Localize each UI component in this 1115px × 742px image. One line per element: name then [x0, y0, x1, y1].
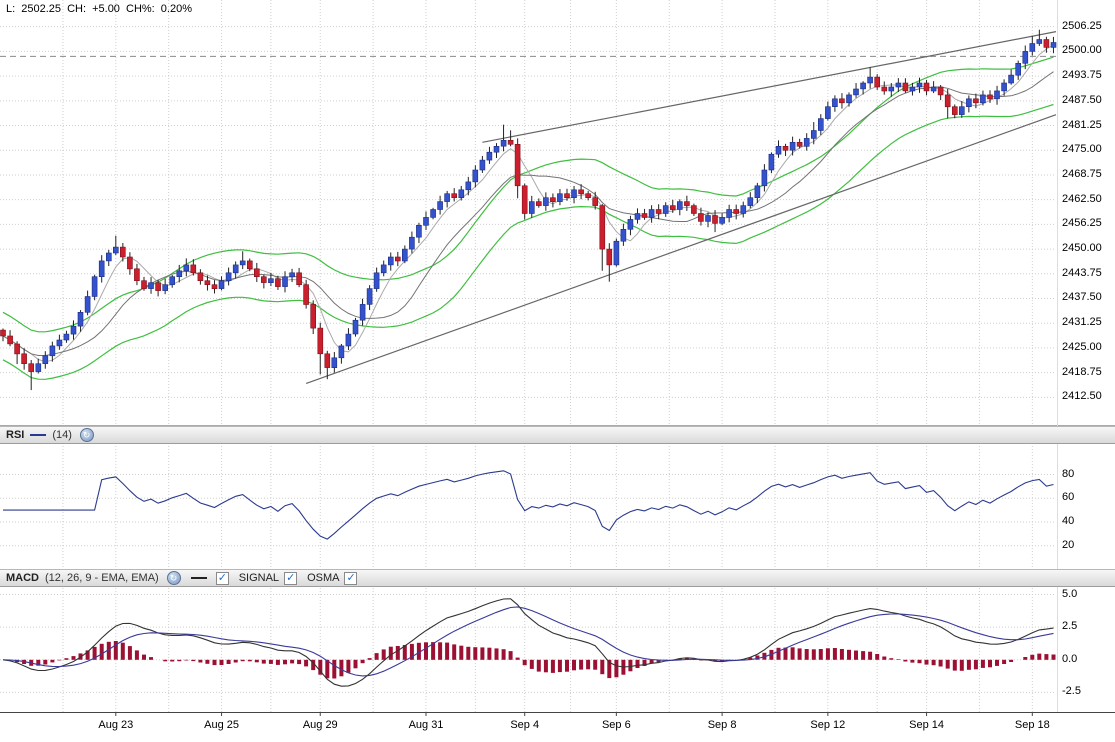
- time-axis-label: Sep 4: [510, 719, 540, 731]
- macd-settings-icon[interactable]: [166, 571, 181, 585]
- rsi-axis-label: 60: [1062, 491, 1075, 504]
- time-axis-label: Sep 6: [601, 719, 631, 731]
- macd-axis-label: -2.5: [1062, 685, 1081, 698]
- price-axis-label: 2468.75: [1062, 167, 1102, 180]
- rsi-axis-label: 20: [1062, 538, 1075, 551]
- time-axis-label: Sep 8: [707, 719, 737, 731]
- price-axis-label: 2431.25: [1062, 316, 1102, 329]
- price-axis-label: 2437.50: [1062, 291, 1102, 304]
- change-pct-label: CH%:: [126, 3, 155, 15]
- price-axis-label: 2425.00: [1062, 340, 1102, 353]
- change-label: CH:: [67, 3, 87, 15]
- signal-legend-label: SIGNAL: [238, 572, 280, 584]
- price-axis-label: 2412.50: [1062, 390, 1102, 403]
- change-pct-value: 0.20%: [160, 3, 192, 15]
- macd-axis-label: 5.0: [1062, 587, 1078, 600]
- rsi-params: (14): [52, 429, 72, 441]
- last-price-label: L:: [6, 3, 16, 15]
- macd-line-checkbox[interactable]: [215, 571, 229, 585]
- price-axis-label: 2450.00: [1062, 242, 1102, 255]
- price-axis-label: 2481.25: [1062, 118, 1102, 131]
- price-axis-label: 2506.25: [1062, 19, 1102, 32]
- osma-legend-label: OSMA: [307, 572, 340, 584]
- macd-params: (12, 26, 9 - EMA, EMA): [45, 572, 159, 584]
- price-axis-label: 2487.50: [1062, 93, 1102, 106]
- price-axis-label: 2443.75: [1062, 266, 1102, 279]
- price-axis-label: 2456.25: [1062, 217, 1102, 230]
- rsi-axis-label: 40: [1062, 514, 1075, 527]
- price-axis-label: 2500.00: [1062, 44, 1102, 57]
- price-axis-label: 2475.00: [1062, 143, 1102, 156]
- macd-axis-label: 0.0: [1062, 652, 1078, 665]
- time-axis-label: Sep 18: [1014, 719, 1050, 731]
- time-axis-label: Sep 12: [810, 719, 846, 731]
- time-axis-label: Aug 31: [408, 719, 444, 731]
- time-axis-label: Sep 14: [909, 719, 944, 731]
- price-axis-label: 2493.75: [1062, 69, 1102, 82]
- time-axis-label: Aug 29: [302, 719, 338, 731]
- signal-checkbox[interactable]: [284, 571, 298, 585]
- rsi-axis-label: 80: [1062, 467, 1075, 480]
- change-value: +5.00: [92, 3, 120, 15]
- rsi-settings-icon[interactable]: [79, 428, 94, 442]
- time-axis-label: Aug 23: [98, 719, 134, 731]
- macd-line-swatch-icon: [190, 577, 207, 579]
- rsi-panel-header: RSI (14): [0, 426, 1115, 444]
- macd-title: MACD: [6, 572, 39, 584]
- rsi-title: RSI: [6, 429, 25, 441]
- osma-checkbox[interactable]: [344, 571, 358, 585]
- time-axis-label: Aug 25: [204, 719, 239, 731]
- quote-info-bar: L: 2502.25 CH: +5.00 CH%: 0.20%: [6, 3, 195, 15]
- rsi-line-swatch-icon: [30, 434, 47, 436]
- price-axis-label: 2462.50: [1062, 192, 1102, 205]
- price-axis-label: 2418.75: [1062, 365, 1102, 378]
- last-price-value: 2502.25: [21, 3, 62, 15]
- macd-panel-header: MACD (12, 26, 9 - EMA, EMA) SIGNAL OSMA: [0, 569, 1115, 587]
- macd-axis-label: 2.5: [1062, 620, 1078, 633]
